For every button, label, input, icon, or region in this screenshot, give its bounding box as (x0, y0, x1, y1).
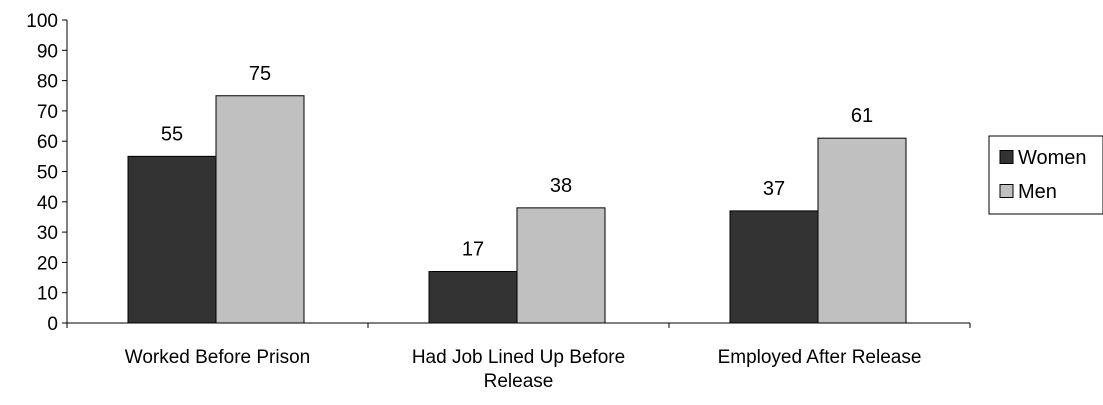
y-tick-label: 70 (37, 102, 58, 123)
data-label: 75 (249, 63, 271, 85)
x-category-label: Worked Before Prison (125, 347, 311, 368)
legend-label-men: Men (1018, 181, 1057, 203)
data-label: 61 (851, 105, 873, 127)
x-category-label: Release (484, 371, 554, 392)
bar-men (817, 137, 907, 324)
y-tick-label: 0 (47, 314, 58, 335)
y-tick-label: 90 (37, 41, 58, 62)
y-tick-label: 10 (37, 284, 58, 305)
bar-women (729, 210, 819, 324)
bar-women (127, 155, 217, 324)
data-label: 38 (550, 175, 572, 197)
y-tick-label: 30 (37, 223, 58, 244)
y-tick-label: 60 (37, 132, 58, 153)
y-tick-label: 100 (26, 11, 58, 32)
bar-men (215, 95, 305, 324)
legend-swatch-men (999, 184, 1014, 198)
y-tick-label: 50 (37, 163, 58, 184)
data-label: 17 (462, 238, 484, 260)
x-category-label: Had Job Lined Up Before (412, 347, 625, 368)
bar-men (516, 207, 606, 324)
data-label: 37 (763, 178, 785, 200)
legend-swatch-women (999, 150, 1014, 164)
y-tick-label: 20 (37, 253, 58, 274)
bar-women (428, 270, 518, 324)
legend-label-women: Women (1018, 147, 1087, 169)
x-category-label: Employed After Release (718, 347, 922, 368)
legend-box (988, 135, 1103, 215)
y-tick-label: 40 (37, 193, 58, 214)
data-label: 55 (161, 123, 183, 145)
y-tick-label: 80 (37, 72, 58, 93)
